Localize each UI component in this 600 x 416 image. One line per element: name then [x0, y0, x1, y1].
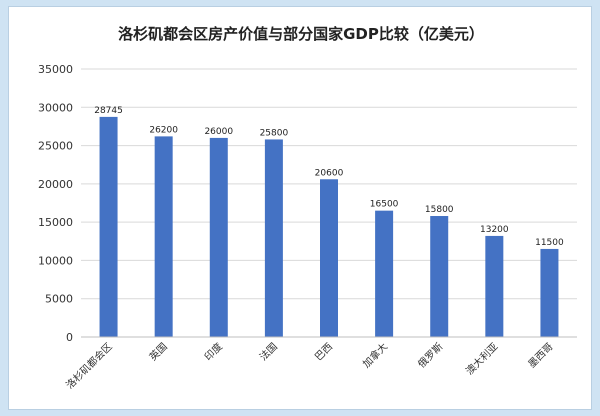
data-label: 26200 — [149, 125, 178, 135]
data-label: 28745 — [94, 106, 123, 116]
y-tick-label: 5000 — [45, 293, 73, 306]
x-category-label: 澳大利亚 — [463, 340, 500, 377]
chart-frame: 洛杉矶都会区房产价值与部分国家GDP比较（亿美元） 0 5000 10000 1500… — [8, 6, 592, 410]
y-tick-label: 35000 — [38, 63, 73, 76]
x-category-label: 加拿大 — [360, 340, 390, 370]
data-label: 11500 — [535, 238, 564, 248]
bar — [99, 116, 118, 337]
chart-title: 洛杉矶都会区房产价值与部分国家GDP比较（亿美元） — [118, 25, 484, 43]
bar — [485, 235, 504, 337]
x-axis-categories: 洛杉矶都会区 英国 印度 法国 巴西 加拿大 俄罗斯 澳大利亚 墨西哥 — [63, 340, 556, 392]
bar — [540, 248, 559, 337]
x-category-label: 英国 — [146, 340, 169, 363]
data-label: 16500 — [370, 200, 399, 210]
bar — [320, 179, 338, 337]
x-category-label: 印度 — [202, 340, 225, 363]
data-label: 13200 — [480, 225, 509, 235]
bar — [264, 139, 283, 337]
x-category-label: 巴西 — [312, 341, 335, 364]
bars — [99, 116, 559, 337]
data-label: 25800 — [260, 128, 289, 138]
bar — [430, 216, 449, 337]
bar — [154, 136, 173, 337]
bar — [209, 137, 228, 337]
y-tick-label: 15000 — [38, 216, 73, 229]
y-tick-label: 10000 — [38, 254, 73, 267]
x-category-label: 洛杉矶都会区 — [63, 340, 115, 392]
y-tick-label: 30000 — [38, 101, 73, 114]
data-label: 15800 — [425, 205, 454, 215]
data-labels: 28745 26200 26000 25800 20600 16500 15800 13200… — [94, 106, 564, 248]
data-label: 20600 — [315, 168, 344, 178]
x-category-label: 法国 — [257, 340, 280, 363]
y-axis-ticks: 0 5000 10000 15000 20000 25000 30000 35000 — [38, 63, 73, 344]
y-tick-label: 20000 — [38, 178, 73, 191]
x-category-label: 俄罗斯 — [415, 340, 445, 370]
y-tick-label: 25000 — [38, 140, 73, 153]
bar-chart: 洛杉矶都会区房产价值与部分国家GDP比较（亿美元） 0 5000 10000 1500… — [38, 25, 577, 392]
y-tick-label: 0 — [66, 331, 73, 344]
x-category-label: 墨西哥 — [526, 341, 556, 371]
bar — [375, 210, 394, 337]
data-label: 26000 — [204, 127, 233, 137]
